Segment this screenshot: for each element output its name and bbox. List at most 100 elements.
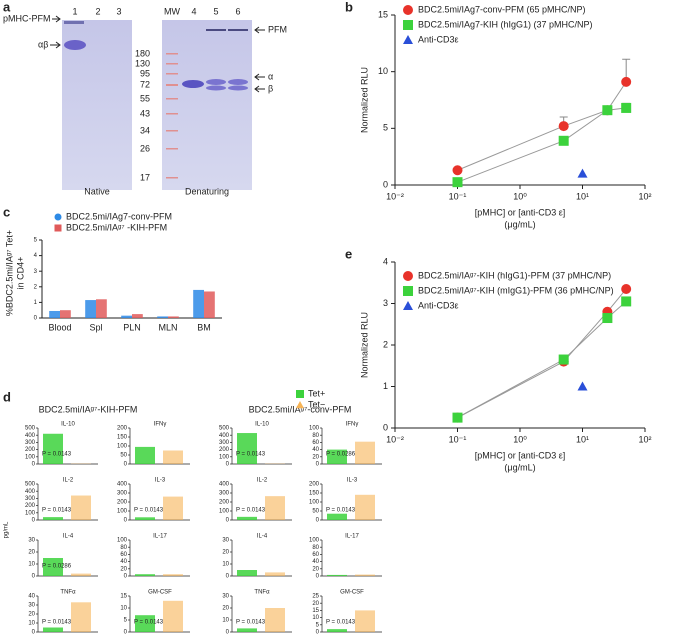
- bar: [135, 517, 155, 520]
- panel-title: IL-17: [345, 534, 359, 540]
- series-line: [457, 301, 627, 419]
- legend-label: BDC2.5mi/IAᵍ⁷-KIH (hIgG1)-PFM (37 pMHC/N…: [418, 270, 611, 280]
- y-tick-label: 5: [34, 238, 38, 244]
- band: [206, 29, 226, 31]
- p-value: P = 0.0143: [326, 620, 356, 626]
- panel-title: IL-4: [63, 534, 74, 540]
- x-tick-label: MLN: [158, 322, 177, 332]
- lane-label: 2: [95, 6, 100, 16]
- legend-marker: [403, 301, 413, 310]
- panel-title: IL-3: [347, 478, 358, 484]
- lane-label: 3: [116, 6, 121, 16]
- y-tick-label: 0: [316, 630, 320, 636]
- bar: [265, 572, 285, 576]
- y-tick-label: 150: [117, 435, 128, 441]
- marker: [452, 165, 463, 176]
- y-tick-label: 500: [25, 426, 36, 432]
- legend-label: BDC2.5mi/IAᵍ⁷ -KIH-PFM: [66, 222, 167, 232]
- x-tick-label: 10²: [638, 434, 651, 444]
- x-tick-label: 10⁻²: [386, 434, 404, 444]
- y-tick-label: 0: [226, 574, 230, 580]
- y-tick-label: 200: [25, 447, 36, 453]
- y-tick-label: 0: [226, 630, 230, 636]
- x-tick-label: 10⁻¹: [449, 191, 467, 201]
- bar: [355, 441, 375, 464]
- p-value: P = 0.0143: [236, 452, 266, 458]
- y-tick-label: 20: [120, 566, 127, 572]
- bar: [135, 615, 155, 632]
- lane-label: MW: [164, 6, 180, 16]
- marker: [558, 135, 569, 146]
- legend-marker: [403, 271, 413, 281]
- y-tick-label: 40: [312, 447, 319, 453]
- y-tick-label: 10: [222, 562, 229, 568]
- y-tick-label: 0: [124, 574, 128, 580]
- y-tick-label: 20: [222, 550, 229, 556]
- marker: [602, 313, 613, 324]
- bar: [193, 289, 204, 318]
- marker: [452, 177, 463, 188]
- y-tick-label: 10: [378, 66, 388, 76]
- bar: [60, 310, 71, 318]
- legend-label: Tet−: [308, 399, 325, 409]
- x-axis-unit: (μg/mL): [504, 219, 535, 229]
- y-tick-label: 5: [316, 622, 320, 628]
- bar: [43, 558, 63, 576]
- mw-label: 17: [140, 172, 150, 182]
- y-tick-label: 200: [219, 447, 230, 453]
- y-tick-label: 0: [316, 518, 320, 524]
- legend-marker: [403, 286, 413, 296]
- panel-title: IFNγ: [154, 422, 167, 428]
- y-tick-label: 400: [117, 482, 128, 488]
- y-tick-label: 80: [312, 433, 319, 439]
- y-tick-label: 200: [309, 482, 320, 488]
- panel-title: TNFα: [60, 590, 76, 596]
- x-tick-label: 10²: [638, 191, 651, 201]
- y-tick-label: 200: [219, 500, 230, 506]
- x-tick-label: Spl: [89, 322, 102, 332]
- y-tick-label: 25: [312, 594, 319, 600]
- group-title: BDC2.5mi/IAᵍ⁷-KIH-PFM: [39, 404, 138, 414]
- y-axis-label: pg/mL: [4, 521, 10, 538]
- y-tick-label: 0: [383, 179, 388, 189]
- bar: [327, 513, 347, 520]
- y-tick-label: 100: [219, 454, 230, 460]
- y-tick-label: 20: [312, 601, 319, 607]
- y-tick-label: 15: [312, 608, 319, 614]
- y-tick-label: 100: [25, 454, 36, 460]
- bar: [43, 433, 63, 464]
- y-tick-label: 0: [32, 518, 36, 524]
- mw-label: 95: [140, 68, 150, 78]
- bar: [85, 300, 96, 318]
- y-tick-label: 1: [34, 300, 38, 306]
- y-tick-label: 15: [120, 594, 127, 600]
- mw-label: 43: [140, 108, 150, 118]
- bar: [237, 628, 257, 632]
- panel-title: IL-4: [257, 534, 268, 540]
- bar: [71, 495, 91, 520]
- bar: [163, 574, 183, 576]
- y-tick-label: 2: [383, 339, 388, 349]
- y-tick-label: 20: [312, 454, 319, 460]
- mw-label: 34: [140, 125, 150, 135]
- band: [182, 80, 204, 88]
- y-tick-label: 50: [312, 509, 319, 515]
- y-axis-label: %BDC2.5mi/IAᵍ⁷ Tet+: [4, 230, 14, 316]
- y-tick-label: 60: [120, 552, 127, 558]
- mw-label: 72: [140, 79, 150, 89]
- y-tick-label: 400: [219, 482, 230, 488]
- legend-marker: [296, 390, 304, 398]
- marker: [602, 105, 613, 116]
- y-tick-label: 100: [25, 510, 36, 516]
- y-tick-label: 3: [34, 269, 38, 275]
- bar: [96, 299, 107, 318]
- series-line: [457, 107, 627, 183]
- y-tick-label: 5: [383, 123, 388, 133]
- band: [64, 21, 84, 24]
- y-tick-label: 0: [383, 422, 388, 432]
- y-tick-label: 200: [25, 503, 36, 509]
- y-tick-label: 60: [312, 552, 319, 558]
- y-tick-label: 0: [32, 630, 36, 636]
- legend-label: BDC2.5mi/IAg7-conv-PFM: [66, 211, 172, 221]
- gel-label: PFM: [268, 24, 287, 34]
